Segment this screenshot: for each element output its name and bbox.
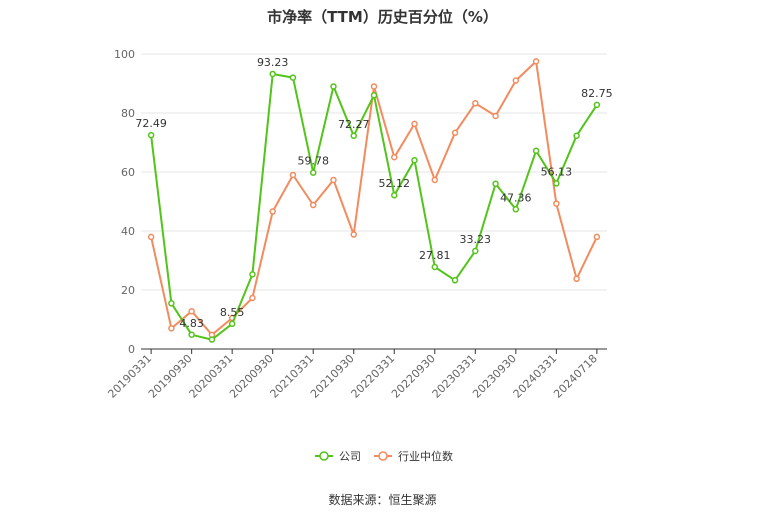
data-label: 52.12 — [379, 177, 411, 190]
series-layer — [147, 58, 601, 343]
series-line-company — [150, 73, 598, 341]
data-point — [249, 294, 256, 302]
data-point — [147, 233, 155, 241]
data-point — [593, 233, 601, 241]
data-point — [593, 101, 601, 109]
data-point — [472, 100, 479, 107]
data-point — [532, 147, 540, 155]
data-point — [249, 271, 256, 278]
data-point — [573, 132, 580, 139]
data-point — [168, 300, 175, 307]
y-tick-label: 40 — [121, 225, 135, 238]
data-label: 59.78 — [297, 155, 329, 168]
data-point — [228, 320, 236, 328]
data-point — [573, 275, 580, 283]
legend-label: 公司 — [339, 450, 361, 463]
data-point — [350, 231, 357, 238]
data-label: 93.23 — [257, 56, 289, 69]
data-point — [370, 83, 378, 90]
data-point — [451, 277, 459, 284]
data-label: 56.13 — [541, 165, 573, 178]
legend-marker — [319, 451, 329, 461]
legend[interactable]: 公司 行业中位数 — [315, 449, 453, 463]
data-point — [411, 120, 418, 128]
data-point — [309, 169, 317, 176]
data-label: 72.49 — [135, 117, 167, 130]
data-point — [431, 176, 439, 184]
data-point — [330, 83, 337, 90]
data-point — [553, 200, 560, 207]
chart-title: 市净率（TTM）历史百分位（%） — [267, 8, 498, 26]
data-label: 8.55 — [220, 306, 245, 319]
data-label: 47.36 — [500, 191, 532, 204]
data-label: 72.27 — [338, 118, 370, 131]
data-label: 27.81 — [419, 249, 451, 262]
axis-layer: 0204060801002019033120190930202003312020… — [105, 48, 607, 401]
y-tick-label: 0 — [128, 343, 135, 356]
y-tick-label: 20 — [121, 284, 135, 297]
data-point — [269, 70, 276, 78]
data-point — [370, 92, 378, 99]
data-point — [492, 180, 499, 188]
data-point — [309, 201, 317, 209]
data-point — [289, 171, 297, 179]
y-tick-label: 80 — [121, 107, 135, 120]
data-point — [289, 74, 297, 81]
data-point — [451, 129, 459, 137]
data-label: 33.23 — [460, 233, 492, 246]
legend-label: 行业中位数 — [398, 449, 453, 463]
data-point — [168, 325, 175, 332]
data-point — [512, 206, 520, 213]
x-tick-label: 20240718 — [551, 352, 600, 401]
data-point — [391, 154, 398, 161]
data-point — [330, 176, 337, 184]
source-note: 数据来源：恒生聚源 — [328, 493, 437, 507]
data-point — [553, 180, 560, 187]
data-point — [472, 247, 479, 255]
data-point — [411, 156, 418, 164]
data-point — [350, 132, 357, 140]
data-point — [532, 58, 540, 65]
legend-item-company[interactable]: 公司 — [315, 450, 361, 463]
data-point — [492, 112, 499, 120]
data-point — [188, 331, 195, 339]
data-point — [431, 263, 439, 271]
y-tick-label: 60 — [121, 166, 135, 179]
data-point — [269, 208, 276, 215]
y-tick-label: 100 — [114, 48, 135, 61]
data-label: 4.83 — [179, 317, 204, 330]
data-point — [208, 336, 216, 343]
data-point — [147, 131, 155, 139]
legend-marker — [378, 451, 388, 461]
data-label: 82.75 — [581, 87, 613, 100]
data-point — [188, 307, 195, 315]
legend-item-industry-median[interactable]: 行业中位数 — [374, 449, 453, 463]
data-point — [391, 191, 398, 199]
data-label-layer: 72.49 4.83 8.55 93.23 59.78 72.27 52.12 27.81 33… — [135, 56, 612, 330]
data-point — [512, 77, 520, 84]
